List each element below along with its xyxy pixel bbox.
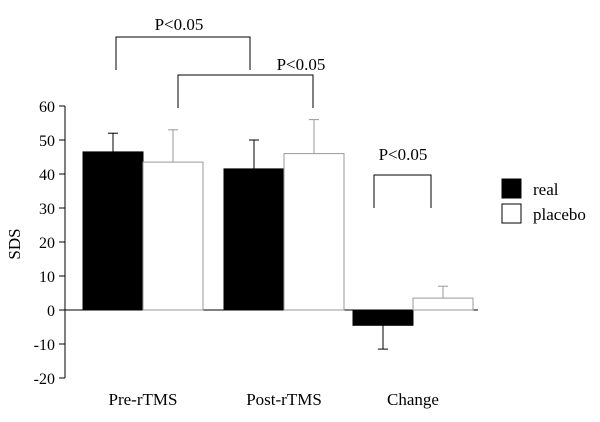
- y-tick-label: -10: [34, 337, 55, 354]
- bar-real-post-rtms: [223, 168, 285, 311]
- category-label: Pre-rTMS: [109, 390, 178, 409]
- sig-bracket-pre-placebo-post-placebo: P<0.05: [177, 55, 326, 108]
- legend: real placebo: [501, 178, 586, 224]
- category-label: Post-rTMS: [246, 390, 322, 409]
- bar-placebo-change: [412, 297, 474, 311]
- y-tick-label: 50: [39, 133, 55, 150]
- y-tick-label: 20: [39, 235, 55, 252]
- sig-label: P<0.05: [277, 55, 326, 74]
- sig-label: P<0.05: [379, 145, 428, 164]
- sig-bracket-line: [115, 36, 251, 70]
- category-labels: Pre-rTMS Post-rTMS Change: [109, 390, 439, 409]
- sig-bracket-line: [177, 74, 314, 108]
- y-tick-label: 30: [39, 201, 55, 218]
- sig-bracket-line: [373, 174, 432, 208]
- error-bars: [108, 119, 448, 350]
- sig-label: P<0.05: [155, 15, 204, 34]
- y-tick-label: 40: [39, 167, 55, 184]
- sig-bracket-pre-real-post-real: P<0.05: [115, 15, 251, 70]
- bar-real-pre-rtms: [82, 151, 144, 311]
- y-tick-label: 10: [39, 269, 55, 286]
- y-axis-label: SDS: [5, 228, 24, 259]
- legend-swatch-real: [501, 178, 522, 199]
- sig-bracket-change: P<0.05: [373, 145, 432, 208]
- y-tick-label: -20: [34, 371, 55, 388]
- legend-swatch-placebo: [501, 203, 522, 224]
- y-ticks: 60 50 40 30 20 10 0 -10 -20: [34, 99, 65, 388]
- legend-label-placebo: placebo: [533, 205, 586, 224]
- bar-placebo-post-rtms: [283, 153, 345, 311]
- y-tick-label: 0: [47, 303, 55, 320]
- category-label: Change: [387, 390, 439, 409]
- bars: [82, 151, 474, 326]
- y-tick-label: 60: [39, 99, 55, 116]
- bar-placebo-pre-rtms: [142, 161, 204, 311]
- bar-real-change: [352, 309, 414, 326]
- legend-label-real: real: [533, 180, 559, 199]
